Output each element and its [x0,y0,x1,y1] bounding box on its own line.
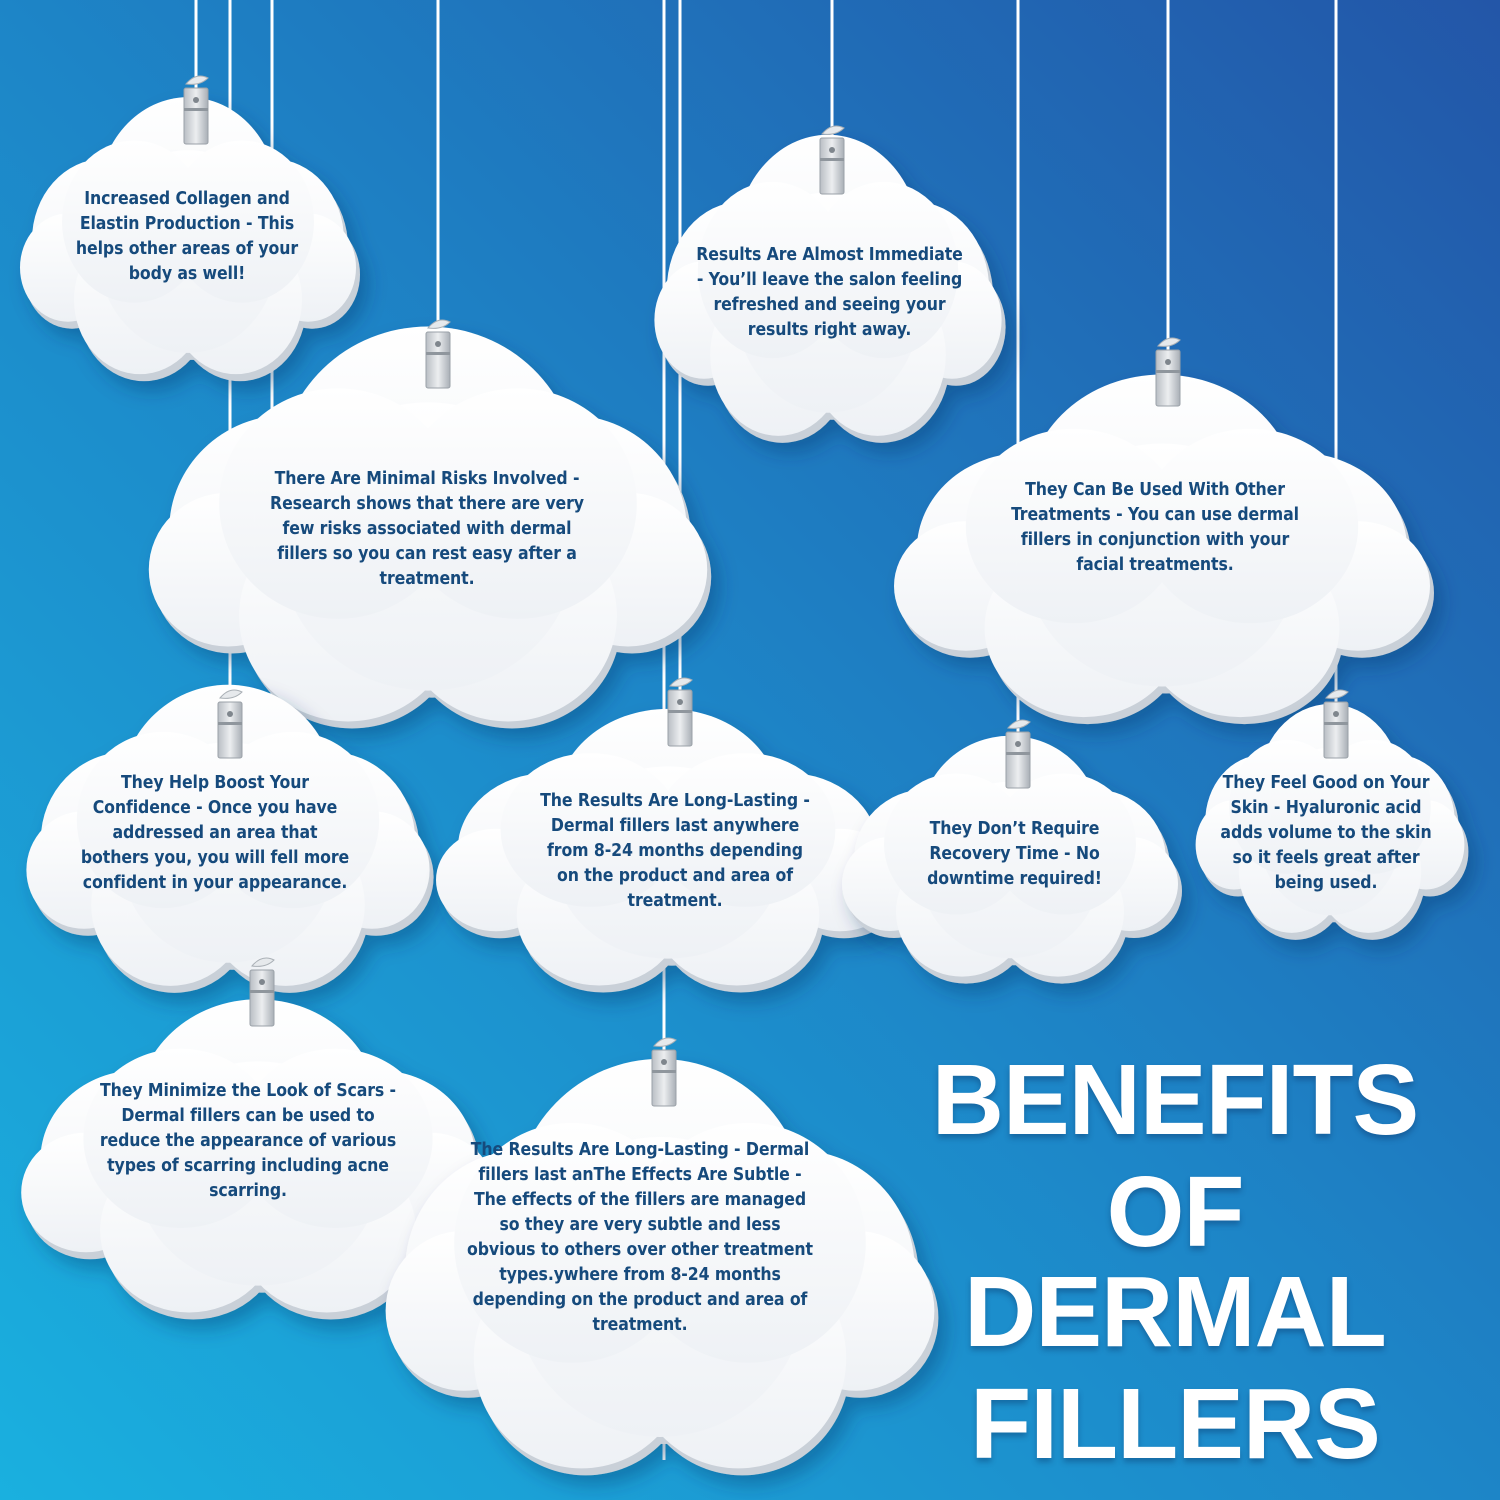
clothespin-4 [217,689,243,759]
cloud-2 [148,326,712,729]
clothespin-3 [1155,337,1181,407]
cloud-text-other-treatments: They Can Be Used With Other Treatments -… [1011,480,1299,575]
cloud-text-subtle-effects: The Results Are Long-Lasting - Dermal fi… [467,1140,813,1335]
cloud-text-minimize-scars: They Minimize the Look of Scars - Dermal… [99,1081,397,1201]
clothespin-9 [651,1037,677,1107]
cloud-1 [654,134,1006,443]
cloud-text-feels-good: They Feel Good on Your Skin - Hyaluronic… [1220,773,1432,893]
clouds-layer [20,75,1469,1476]
cloud-text-long-lasting: The Results Are Long-Lasting - Dermal fi… [540,791,810,911]
clothespin-6 [1005,719,1031,789]
title-line-1: BENEFITS [931,1044,1419,1156]
clothespin-8 [249,957,275,1027]
clothespin-2 [425,319,451,389]
clothespin-5 [667,677,693,747]
cloud-4 [26,684,434,993]
title-line-2: OF DERMAL [964,1156,1387,1368]
cloud-7 [1195,704,1469,940]
cloud-9 [385,1058,939,1476]
cloud-5 [436,708,904,993]
cloud-text-confidence: They Help Boost Your Confidence - Once y… [80,773,350,893]
cloud-text-minimal-risks: There Are Minimal Risks Involved - Resea… [270,469,584,589]
cloud-text-immediate-results: Results Are Almost Immediate - You’ll le… [696,245,963,340]
infographic-title: BENEFITS OF DERMAL FILLERS [910,1050,1440,1474]
cloud-0 [20,97,360,382]
cloud-8 [21,999,499,1320]
clothespin-1 [819,125,845,195]
cloud-3 [894,374,1434,725]
title-line-3: FILLERS [970,1368,1381,1480]
cloud-text-no-recovery: They Don’t Require Recovery Time - No do… [927,819,1102,889]
clothespin-0 [183,75,209,145]
cloud-6 [842,735,1182,984]
cloud-text-collagen: Increased Collagen and Elastin Productio… [75,189,299,284]
clothespin-7 [1323,689,1349,759]
